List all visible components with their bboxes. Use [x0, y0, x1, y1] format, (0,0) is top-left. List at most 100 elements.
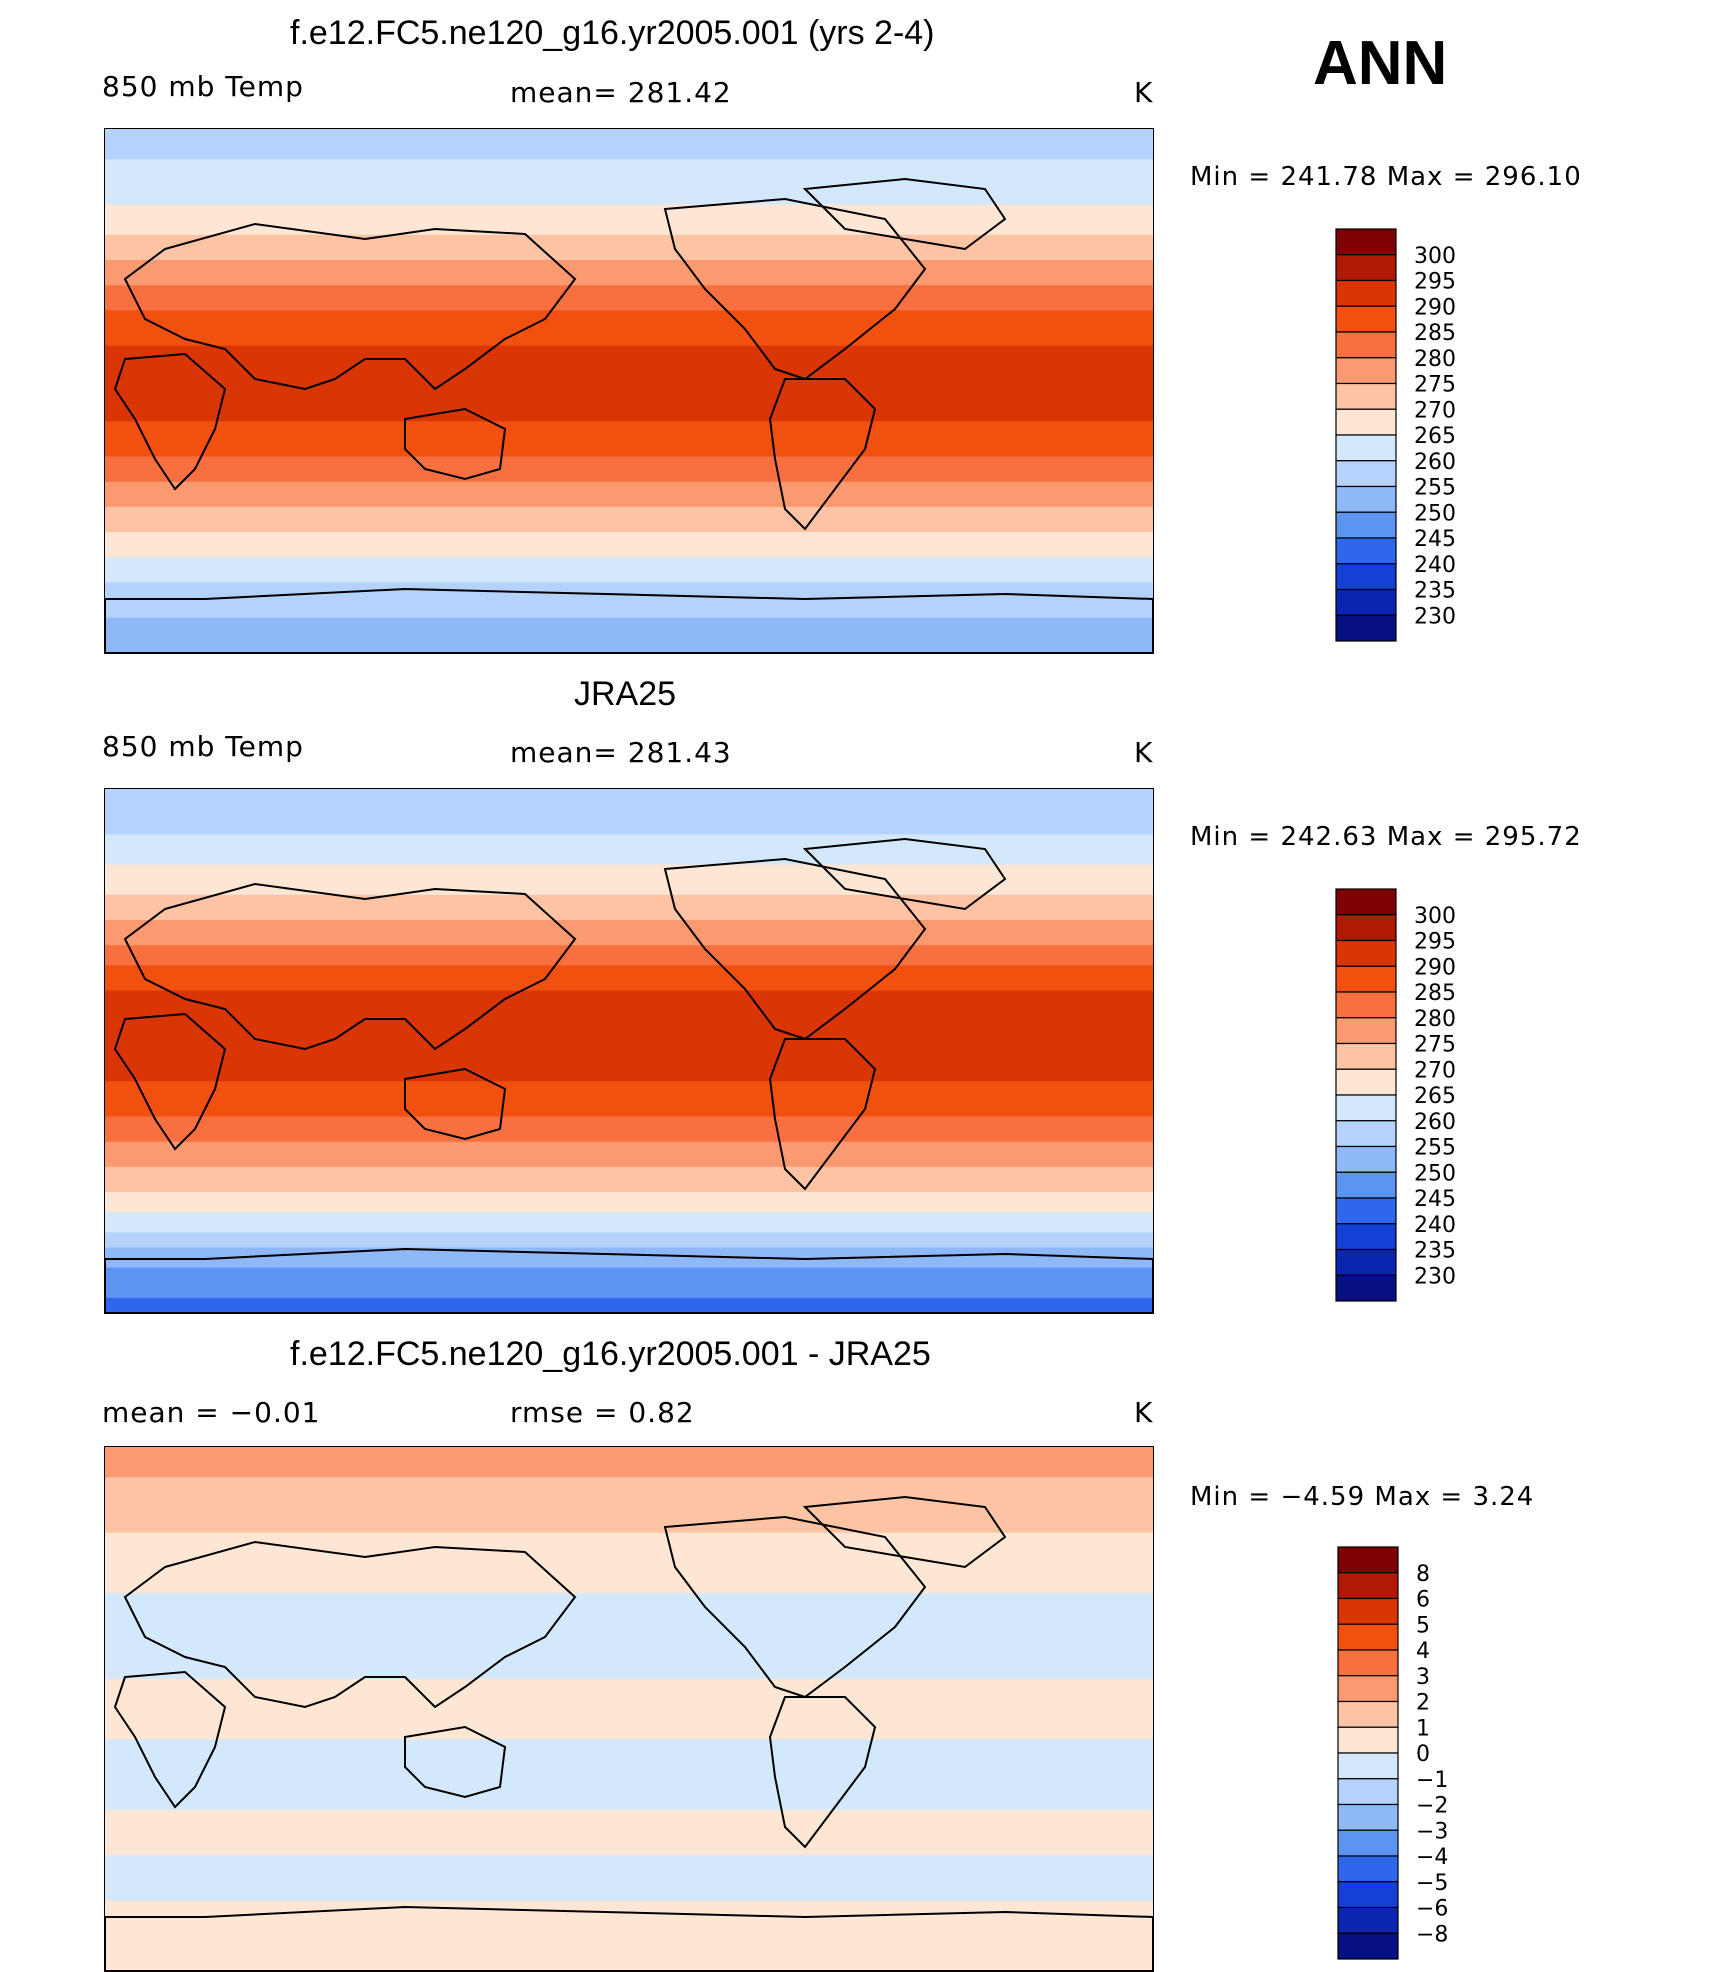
heatmap-band: [105, 869, 1153, 876]
colorbar-swatch: [1335, 965, 1397, 993]
heatmap-band: [105, 577, 1153, 584]
heatmap-band: [105, 1282, 1153, 1289]
panel-1-map: [104, 128, 1154, 654]
heatmap-band: [105, 350, 1153, 357]
heatmap-band: [105, 1217, 1153, 1223]
colorbar-tick-label: 8: [1416, 1562, 1430, 1587]
panel-2-map: [104, 788, 1154, 1314]
heatmap-band: [105, 1111, 1153, 1118]
heatmap-band: [105, 859, 1153, 866]
heatmap-band: [105, 1567, 1153, 1574]
heatmap-band: [105, 522, 1153, 528]
heatmap-band: [105, 189, 1153, 196]
heatmap-band: [105, 265, 1153, 271]
colorbar-swatch: [1337, 1778, 1399, 1806]
colorbar-tick-label: −8: [1416, 1922, 1448, 1947]
heatmap-band: [105, 164, 1153, 170]
colorbar-tick-label: 275: [1414, 373, 1456, 398]
coastline: [802, 1495, 1007, 1569]
heatmap-band: [105, 864, 1153, 871]
heatmap-band: [105, 1744, 1153, 1750]
heatmap-band: [105, 1759, 1153, 1766]
colorbar-swatch: [1337, 1881, 1399, 1909]
colorbar-tick-label: 300: [1414, 904, 1456, 929]
heatmap-band: [105, 1834, 1153, 1841]
heatmap-band: [105, 1482, 1153, 1488]
heatmap-band: [105, 1875, 1153, 1881]
heatmap-band: [105, 1880, 1153, 1886]
heatmap-band: [105, 214, 1153, 221]
heatmap-band: [105, 1262, 1153, 1269]
panel-1-heatmap: [105, 129, 1153, 653]
heatmap-band: [105, 1176, 1153, 1183]
heatmap-band: [105, 1207, 1153, 1213]
colorbar-tick-label: 260: [1414, 1110, 1456, 1135]
heatmap-band: [105, 295, 1153, 301]
heatmap-band: [105, 194, 1153, 201]
colorbar-swatch: [1335, 460, 1397, 488]
heatmap-band: [105, 1719, 1153, 1725]
heatmap-band: [105, 1015, 1153, 1022]
heatmap-band: [105, 955, 1153, 961]
heatmap-band: [105, 990, 1153, 997]
heatmap-band: [105, 1552, 1153, 1559]
heatmap-band: [105, 1507, 1153, 1514]
heatmap-band: [105, 1673, 1153, 1680]
heatmap-band: [105, 1020, 1153, 1027]
colorbar-tick-label: 270: [1414, 398, 1456, 423]
heatmap-band: [105, 144, 1153, 150]
colorbar-tick-label: 235: [1414, 1239, 1456, 1264]
heatmap-band: [105, 1860, 1153, 1866]
heatmap-band: [105, 899, 1153, 906]
heatmap-band: [105, 1005, 1153, 1012]
heatmap-band: [105, 1156, 1153, 1163]
heatmap-band: [105, 1940, 1153, 1947]
heatmap-band: [105, 1222, 1153, 1228]
heatmap-band: [105, 1693, 1153, 1700]
heatmap-band: [105, 1512, 1153, 1519]
heatmap-band: [105, 1527, 1153, 1534]
heatmap-band: [105, 527, 1153, 533]
panel-1-minmax: Min = 241.78 Max = 296.10: [1190, 162, 1582, 192]
heatmap-band: [105, 184, 1153, 191]
heatmap-band: [105, 1935, 1153, 1942]
heatmap-band: [105, 602, 1153, 609]
heatmap-band: [105, 1598, 1153, 1604]
coastline: [123, 882, 577, 1051]
heatmap-band: [105, 809, 1153, 815]
heatmap-band: [105, 587, 1153, 594]
heatmap-band: [105, 365, 1153, 372]
colorbar-swatch: [1335, 1171, 1397, 1199]
heatmap-band: [105, 1779, 1153, 1786]
heatmap-band: [105, 1638, 1153, 1645]
heatmap-band: [105, 1764, 1153, 1771]
heatmap-band: [105, 1920, 1153, 1927]
heatmap-band: [105, 1663, 1153, 1670]
heatmap-band: [105, 315, 1153, 322]
colorbar-swatch: [1335, 1094, 1397, 1122]
colorbar-tick-label: 6: [1416, 1588, 1430, 1613]
heatmap-band: [105, 1166, 1153, 1173]
heatmap-band: [105, 1146, 1153, 1153]
colorbar-tick-label: 230: [1414, 1264, 1456, 1289]
heatmap-band: [105, 159, 1153, 165]
heatmap-band: [105, 391, 1153, 397]
heatmap-band: [105, 844, 1153, 851]
heatmap-band: [105, 1025, 1153, 1032]
heatmap-band: [105, 1051, 1153, 1057]
heatmap-band: [105, 1572, 1153, 1579]
colorbar-tick-label: 0: [1416, 1742, 1430, 1767]
heatmap-band: [105, 1850, 1153, 1856]
heatmap-band: [105, 1698, 1153, 1705]
colorbar-swatch: [1335, 434, 1397, 462]
coastline: [105, 1247, 1153, 1313]
heatmap-band: [105, 829, 1153, 835]
heatmap-band: [105, 1447, 1153, 1453]
heatmap-band: [105, 1227, 1153, 1233]
colorbar-tick-label: −1: [1416, 1768, 1448, 1793]
heatmap-band: [105, 849, 1153, 856]
heatmap-band: [105, 945, 1153, 951]
colorbar-swatch: [1335, 537, 1397, 565]
heatmap-band: [105, 496, 1153, 503]
heatmap-band: [105, 1648, 1153, 1655]
